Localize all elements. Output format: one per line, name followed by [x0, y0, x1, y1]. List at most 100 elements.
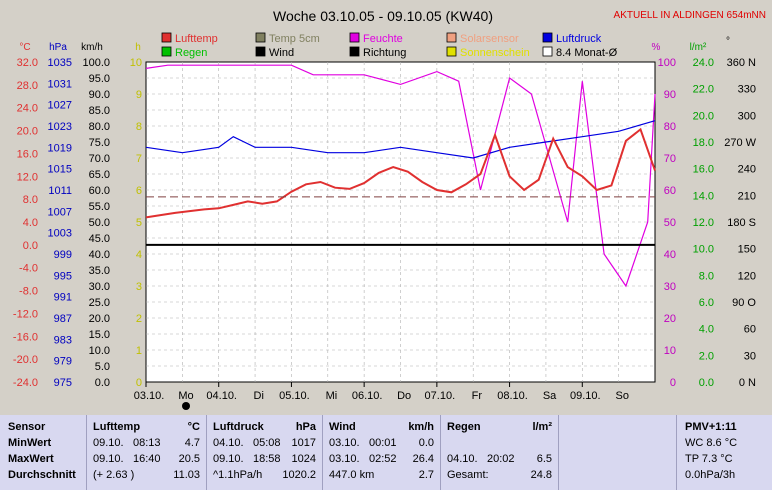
x-tick-day: Mi [326, 390, 338, 402]
tick-direction: 60 [744, 324, 756, 336]
tick-sun: 3 [136, 281, 142, 293]
luftdruck-header: Luftdruck [213, 421, 264, 433]
tick-pressure: 979 [54, 356, 72, 368]
legend-swatch [446, 46, 457, 57]
unit-humidity: % [652, 42, 661, 53]
tick-sun: 1 [136, 345, 142, 357]
tick-pressure: 1035 [48, 57, 72, 69]
tick-direction: 300 [738, 110, 756, 122]
series-marks [145, 64, 656, 288]
legend-swatch [542, 46, 553, 57]
legend-swatch [349, 32, 360, 43]
x-tick-date: 09.10. [570, 390, 601, 402]
tick-pressure: 1015 [48, 164, 72, 176]
wind-max-time: 02:52 [369, 453, 397, 465]
tick-wind: 5.0 [95, 361, 110, 373]
tick-direction: 330 [738, 84, 756, 96]
tick-sun: 4 [136, 249, 142, 261]
tick-rain: 22.0 [693, 84, 714, 96]
tick-pressure: 1007 [48, 206, 72, 218]
tick-pressure: 995 [54, 270, 72, 282]
tick-rain: 12.0 [693, 217, 714, 229]
tick-wind: 85.0 [89, 105, 110, 117]
legend-swatch [255, 46, 266, 57]
tick-sun: 2 [136, 313, 142, 325]
tick-temp: -12.0 [13, 308, 38, 320]
legend-swatch [349, 46, 360, 57]
series-line-luftdruck [145, 120, 656, 159]
legend-swatch [161, 32, 172, 43]
tick-wind: 40.0 [89, 249, 110, 261]
tick-temp: 32.0 [17, 57, 38, 69]
x-tick-day: Do [397, 390, 411, 402]
regen-unit: l/m² [532, 421, 552, 433]
tick-wind: 55.0 [89, 201, 110, 213]
tick-wind: 50.0 [89, 217, 110, 229]
unit-wind: km/h [81, 42, 103, 53]
tick-direction: 30 [744, 350, 756, 362]
tick-humidity: 30 [664, 281, 676, 293]
wind-header: Wind [329, 421, 356, 433]
tick-sun: 9 [136, 89, 142, 101]
tick-humidity: 40 [664, 249, 676, 261]
x-tick-date: 03.10. [134, 390, 165, 402]
tick-pressure: 999 [54, 249, 72, 261]
tick-direction: 270 W [724, 137, 756, 149]
wind-min-date: 03.10. [329, 437, 360, 449]
lufttemp-max-value: 20.5 [178, 453, 200, 465]
tick-rain: 14.0 [693, 190, 714, 202]
tick-temp: 0.0 [23, 240, 38, 252]
wind-min-value: 0.0 [418, 437, 434, 449]
tick-temp: 8.0 [23, 194, 38, 206]
lufttemp-max-date: 09.10. [93, 453, 124, 465]
luftdruck-max-time: 18:58 [253, 453, 281, 465]
panel-col-lufttemp: Lufttemp °C 09.10. 08:13 4.7 09.10. 16:4… [86, 415, 206, 490]
legend-label: Sonnenschein [460, 47, 530, 59]
tick-direction: 90 O [732, 297, 756, 309]
luftdruck-max-value: 1024 [291, 453, 316, 465]
regen-max-value: 6.5 [536, 453, 552, 465]
sensor-row-avg: Durchschnitt [8, 469, 76, 481]
tick-temp: 4.0 [23, 217, 38, 229]
regen-max-date: 04.10. [447, 453, 478, 465]
sensor-row-min: MinWert [8, 437, 52, 449]
tick-humidity: 90 [664, 89, 676, 101]
tick-direction: 360 N [727, 57, 756, 69]
luftdruck-avg-value: 1020.2 [282, 469, 316, 481]
tick-wind: 15.0 [89, 329, 110, 341]
wind-max-date: 03.10. [329, 453, 360, 465]
tick-pressure: 987 [54, 313, 72, 325]
station-note: AKTUELL IN ALDINGEN 654mNN [614, 10, 766, 21]
tick-wind: 70.0 [89, 153, 110, 165]
lufttemp-avg-value: 11.03 [173, 469, 200, 481]
axis-units: °C hPa km/h h% l/m² ° [19, 36, 730, 53]
tick-humidity: 0 [670, 377, 676, 389]
tick-wind: 90.0 [89, 89, 110, 101]
tick-pressure: 975 [54, 377, 72, 389]
pmv-pressure-trend: 0.0hPa/3h [685, 469, 736, 481]
legend-label: Regen [175, 47, 207, 59]
legend-label: Luftdruck [556, 33, 602, 45]
x-tick-date: 06.10. [352, 390, 383, 402]
tick-pressure: 1019 [48, 142, 72, 154]
tick-rain: 18.0 [693, 137, 714, 149]
panel-col-wind: Wind km/h 03.10. 00:01 0.0 03.10. 02:52 … [322, 415, 440, 490]
wind-avg-value: 2.7 [418, 469, 434, 481]
legend-label: Lufttemp [175, 33, 218, 45]
panel-col-empty [558, 415, 676, 490]
regen-total-value: 24.8 [530, 469, 552, 481]
tick-rain: 4.0 [699, 324, 714, 336]
tick-pressure: 1003 [48, 228, 72, 240]
legend-swatch [446, 32, 457, 43]
tick-wind: 80.0 [89, 121, 110, 133]
legend-swatch [161, 46, 172, 57]
tick-pressure: 991 [54, 292, 72, 304]
tick-wind: 25.0 [89, 297, 110, 309]
unit-direction: ° [726, 36, 730, 47]
tick-wind: 45.0 [89, 233, 110, 245]
tick-wind: 95.0 [89, 73, 110, 85]
series-line-feuchte [145, 64, 656, 288]
unit-hours: h [135, 42, 141, 53]
tick-sun: 0 [136, 377, 142, 389]
pmv-header: PMV+1:11 [685, 421, 737, 433]
